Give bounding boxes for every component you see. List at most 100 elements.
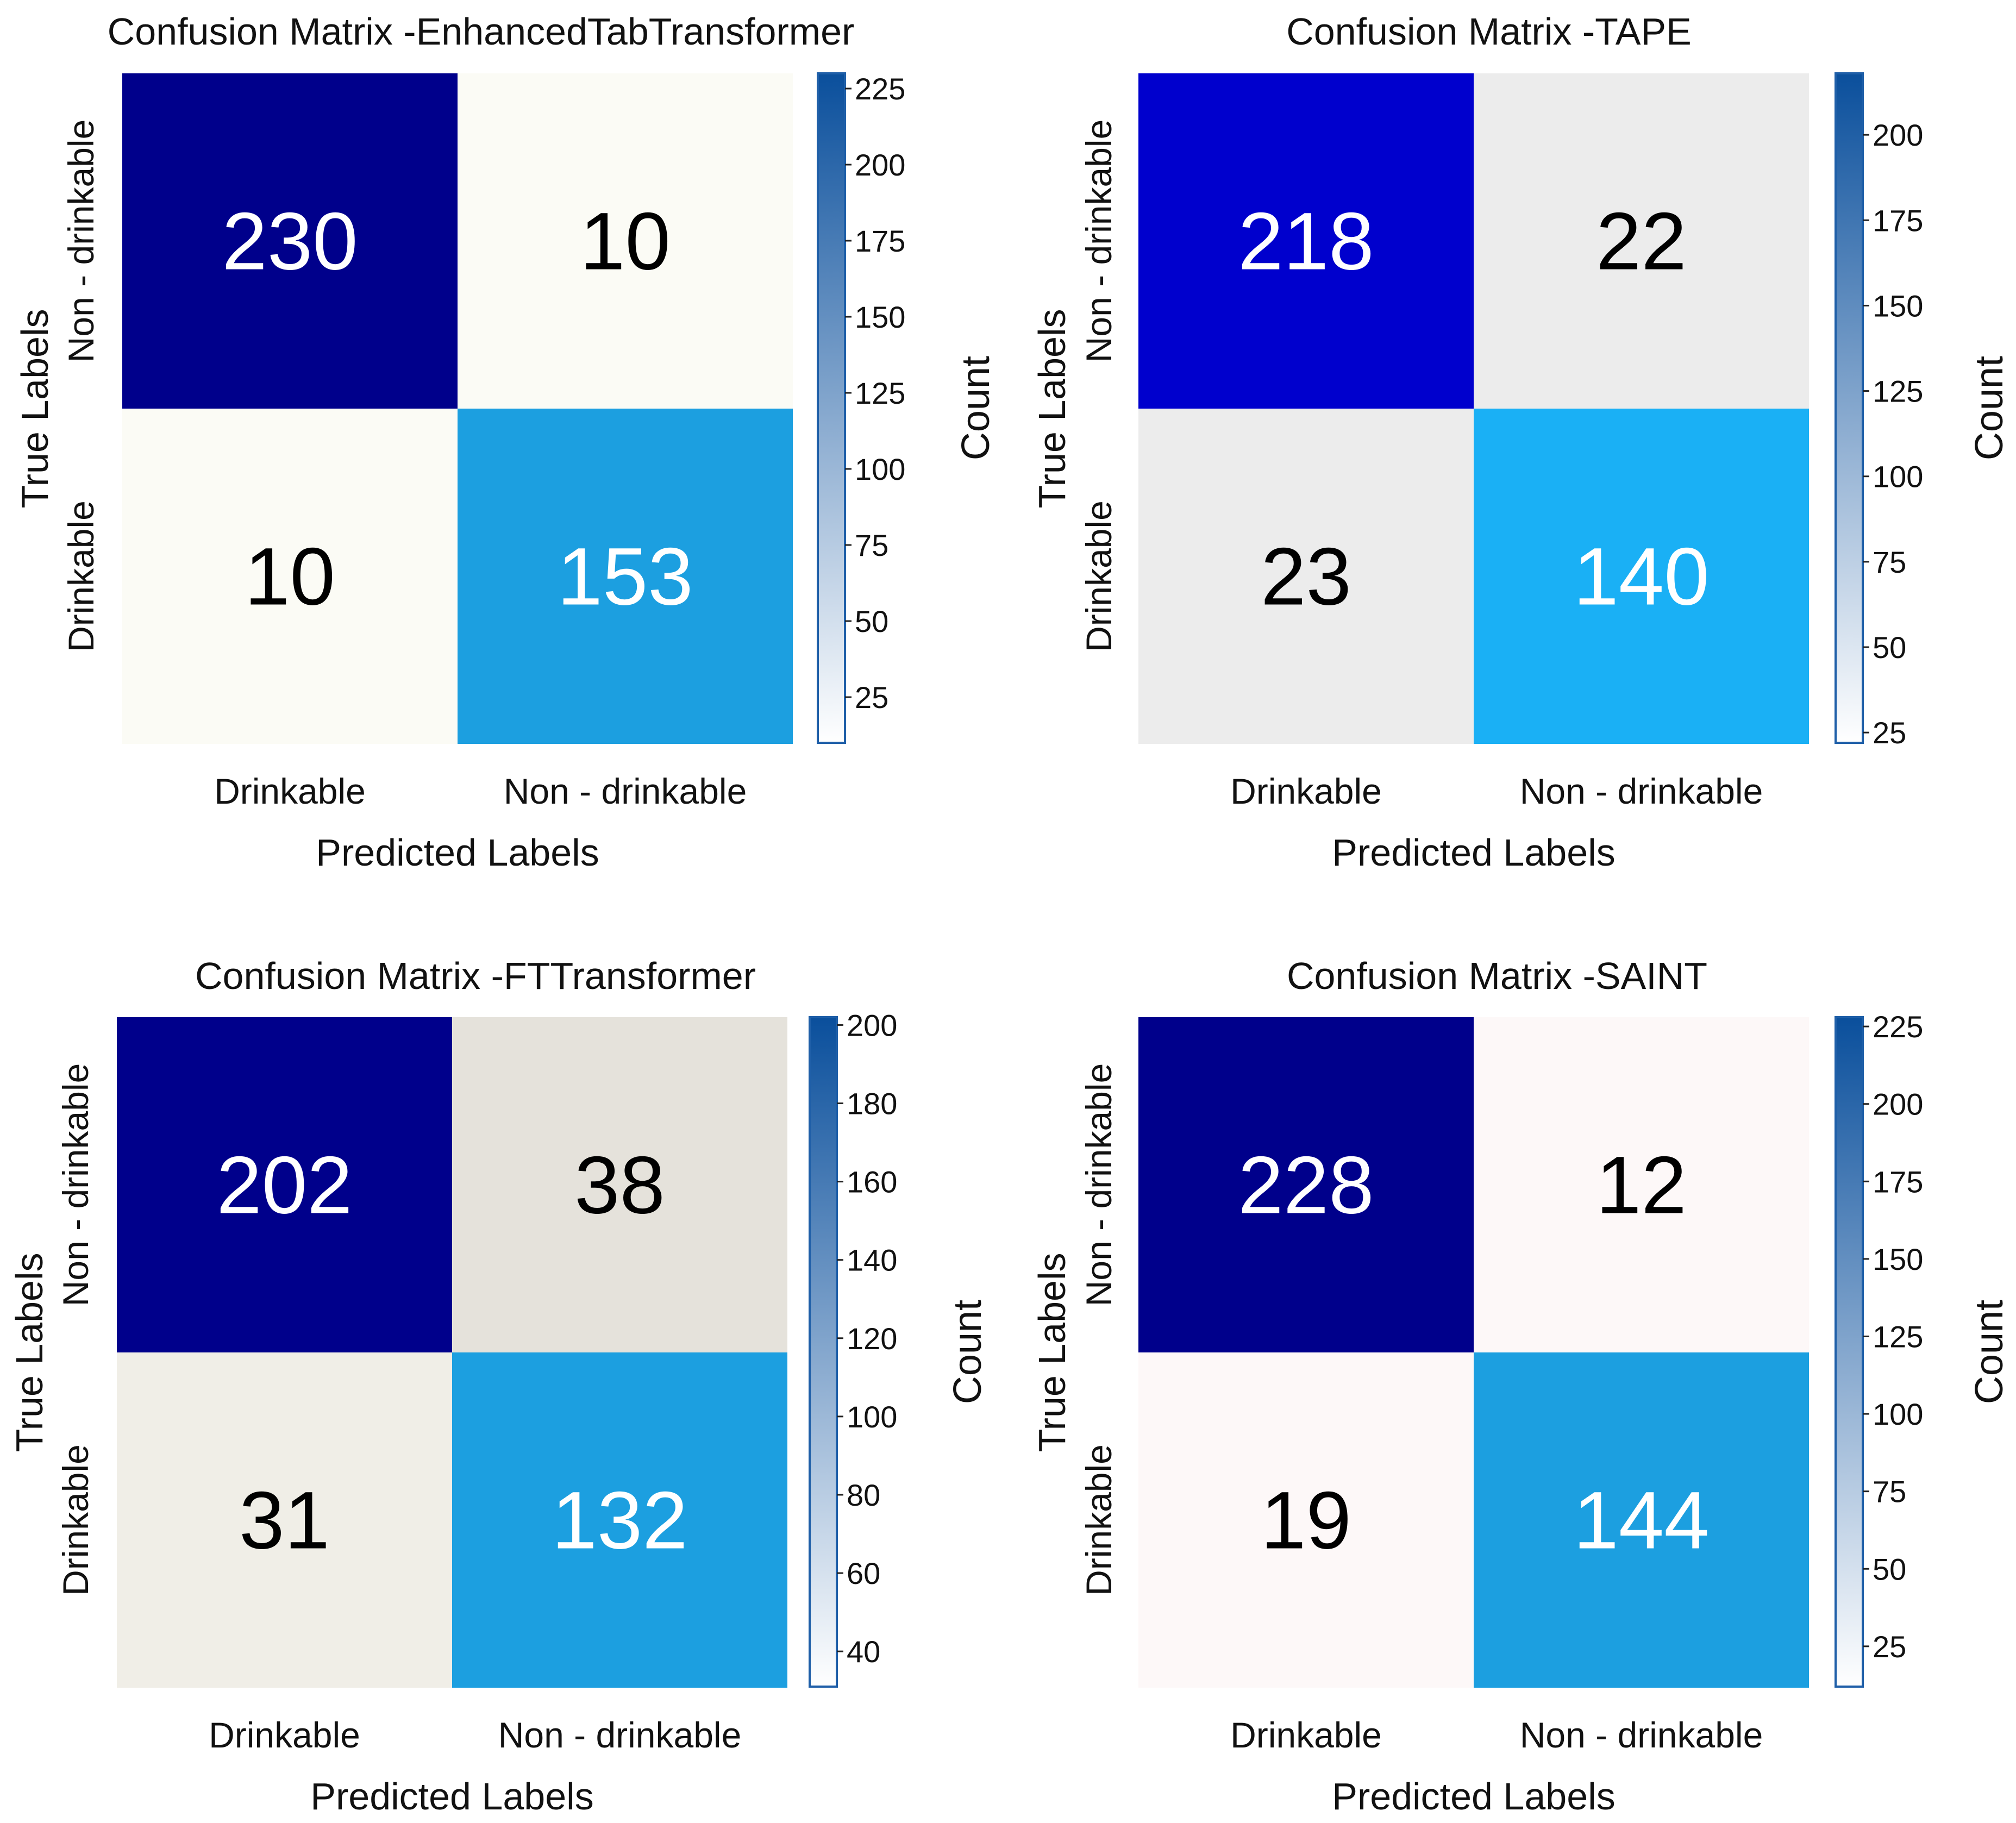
colorbar-tick-label: 80 [847,1478,880,1512]
colorbar-label: Count [1968,356,2011,460]
y-axis-label: True Labels [8,1252,51,1452]
x-tick-label: Non - drinkable [1520,771,1763,811]
y-axis-label: True Labels [14,309,56,508]
panel-title: Confusion Matrix -EnhancedTabTransformer [108,10,855,53]
panel-title: Confusion Matrix -TAPE [1286,10,1692,53]
colorbar-tick-label: 60 [847,1556,880,1590]
colorbar-tick-label: 175 [1873,1164,1923,1199]
heatmap-cell [1474,1352,1809,1688]
colorbar-tick-label: 150 [1873,289,1923,323]
colorbar-tick-label: 120 [847,1321,897,1356]
cell-value-label: 228 [1238,1139,1374,1231]
x-tick-label: Non - drinkable [1520,1715,1763,1755]
y-tick-label: Non - drinkable [1079,1063,1119,1307]
colorbar-label: Count [946,1300,990,1404]
cell-value-label: 22 [1596,196,1687,287]
colorbar [1835,72,1864,744]
colorbar [1835,1016,1864,1688]
colorbar-tick-label: 225 [1873,1010,1923,1044]
y-tick-label: Non - drinkable [55,1063,96,1307]
colorbar-tick-label: 50 [855,604,888,638]
colorbar-label: Count [1968,1300,2011,1404]
confusion-matrix-panel: Confusion Matrix -TAPE 218 22 23 140 Drinkabl… [1031,10,2011,874]
cell-value-label: 153 [557,531,693,622]
colorbar-tick-label: 40 [847,1634,880,1669]
y-tick-label: Non - drinkable [1079,120,1119,363]
colorbar-tick-label: 150 [855,300,905,334]
cell-value-label: 140 [1573,531,1709,622]
heatmap-cell [117,1352,452,1688]
x-axis-label: Predicted Labels [1332,1775,1615,1818]
y-tick-label: Non - drinkable [61,120,101,363]
heatmap-cell [1474,409,1809,744]
heatmap-cell [458,409,793,744]
cell-value-label: 31 [239,1475,330,1566]
cell-value-label: 10 [245,531,335,622]
colorbar-tick-label: 200 [1873,118,1923,152]
y-tick-label: Drinkable [1079,1444,1119,1596]
heatmap-cell [452,1352,787,1688]
heatmap-cell [122,409,458,744]
x-tick-label: Non - drinkable [504,771,747,811]
colorbar-tick-label: 50 [1873,1552,1906,1586]
x-axis-label: Predicted Labels [316,831,599,874]
colorbar-tick-label: 75 [855,528,888,562]
colorbar-tick-label: 125 [1873,374,1923,409]
colorbar-tick-label: 175 [855,224,905,258]
heatmap-cell [1138,1017,1474,1352]
colorbar-tick-label: 180 [847,1087,897,1121]
x-tick-label: Non - drinkable [498,1715,742,1755]
confusion-matrix-panel: Confusion Matrix -EnhancedTabTransformer… [14,10,998,874]
y-axis-label: True Labels [1031,1252,1073,1452]
heatmap-cell [1138,409,1474,744]
cell-value-label: 23 [1261,531,1351,622]
cell-value-label: 230 [222,196,358,287]
y-tick-label: Drinkable [1079,500,1119,652]
x-axis-label: Predicted Labels [1332,831,1615,874]
heatmap-cell [1138,1352,1474,1688]
y-tick-label: Drinkable [55,1444,96,1596]
x-tick-label: Drinkable [1230,1715,1382,1755]
colorbar-tick-label: 200 [847,1008,897,1042]
heatmap-cell [458,73,793,409]
cell-value-label: 144 [1573,1475,1709,1566]
confusion-matrix-panel: Confusion Matrix -SAINT 228 12 19 144 Drinkab… [1031,955,2011,1818]
cell-value-label: 19 [1261,1475,1351,1566]
colorbar-tick-label: 160 [847,1165,897,1199]
colorbar-tick-label: 100 [1873,1397,1923,1431]
cell-value-label: 12 [1596,1139,1687,1231]
colorbar-tick-label: 75 [1873,545,1906,579]
colorbar [817,72,846,744]
colorbar-tick-label: 225 [855,72,905,106]
colorbar-tick-label: 100 [855,452,905,486]
y-tick-label: Drinkable [61,500,101,652]
x-axis-label: Predicted Labels [310,1775,593,1818]
heatmap-cell [1474,73,1809,409]
colorbar-tick-label: 175 [1873,203,1923,237]
colorbar-tick-label: 200 [855,148,905,182]
colorbar-tick-label: 125 [1873,1319,1923,1354]
colorbar-tick-label: 140 [847,1243,897,1277]
colorbar-label: Count [954,356,998,460]
x-tick-label: Drinkable [214,771,366,811]
colorbar-tick-label: 100 [847,1400,897,1434]
heatmap-cell [122,73,458,409]
colorbar-tick-label: 25 [855,680,888,715]
colorbar-tick-label: 25 [1873,1630,1906,1664]
cell-value-label: 132 [552,1475,687,1566]
y-axis-label: True Labels [1031,309,1073,508]
colorbar [809,1016,838,1688]
colorbar-tick-label: 25 [1873,716,1906,750]
colorbar-tick-label: 75 [1873,1475,1906,1509]
heatmap-cell [1474,1017,1809,1352]
cell-value-label: 10 [580,196,671,287]
confusion-matrix-panel: Confusion Matrix -FTTransformer 202 38 31 13… [8,955,990,1818]
colorbar-tick-label: 100 [1873,460,1923,494]
panel-title: Confusion Matrix -SAINT [1287,955,1707,997]
colorbar-tick-label: 50 [1873,630,1906,665]
colorbar-tick-label: 125 [855,376,905,410]
x-tick-label: Drinkable [209,1715,360,1755]
x-tick-label: Drinkable [1230,771,1382,811]
cell-value-label: 38 [574,1139,665,1231]
